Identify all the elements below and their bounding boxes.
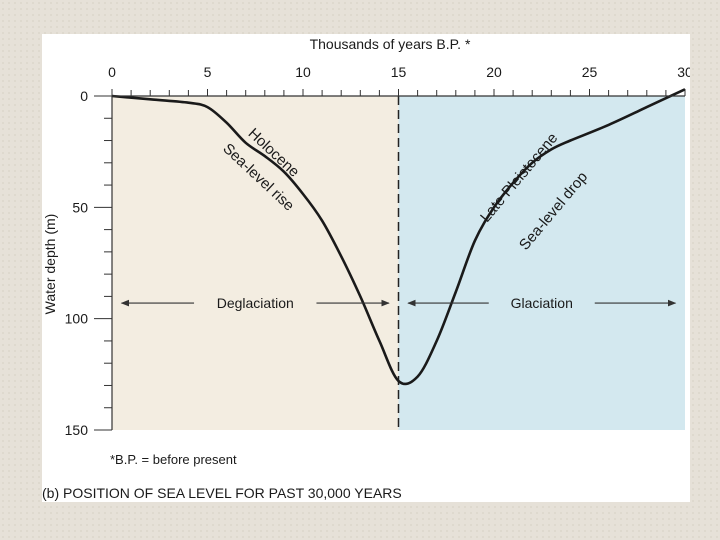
y-axis-title: Water depth (m): [42, 214, 58, 315]
x-tick-label: 20: [486, 64, 502, 80]
slide: Deglaciation Glaciation Holocene Sea-level…: [42, 34, 693, 502]
sea-level-chart: Deglaciation Glaciation HoloceneSea-level…: [42, 36, 693, 501]
x-tick-label: 30: [677, 64, 690, 80]
y-tick-label: 100: [65, 311, 89, 327]
x-tick-label: 10: [295, 64, 311, 80]
y-tick-label: 50: [72, 199, 88, 215]
figure-caption: (b) POSITION OF SEA LEVEL FOR PAST 30,00…: [42, 485, 402, 501]
x-tick-label: 25: [582, 64, 598, 80]
y-tick-label: 150: [65, 422, 89, 438]
sea-level-curve: [111, 88, 686, 386]
phase-label: Deglaciation: [217, 295, 294, 311]
phase-label: Glaciation: [511, 295, 573, 311]
x-tick-label: 0: [108, 64, 116, 80]
x-tick-label: 5: [204, 64, 212, 80]
region-glaciation: [398, 96, 685, 430]
x-axis-title: Thousands of years B.P. *: [310, 36, 471, 52]
region-deglaciation: [112, 96, 399, 430]
x-tick-label: 15: [391, 64, 407, 80]
y-tick-label: 0: [80, 88, 88, 104]
footnote: *B.P. = before present: [110, 452, 237, 467]
